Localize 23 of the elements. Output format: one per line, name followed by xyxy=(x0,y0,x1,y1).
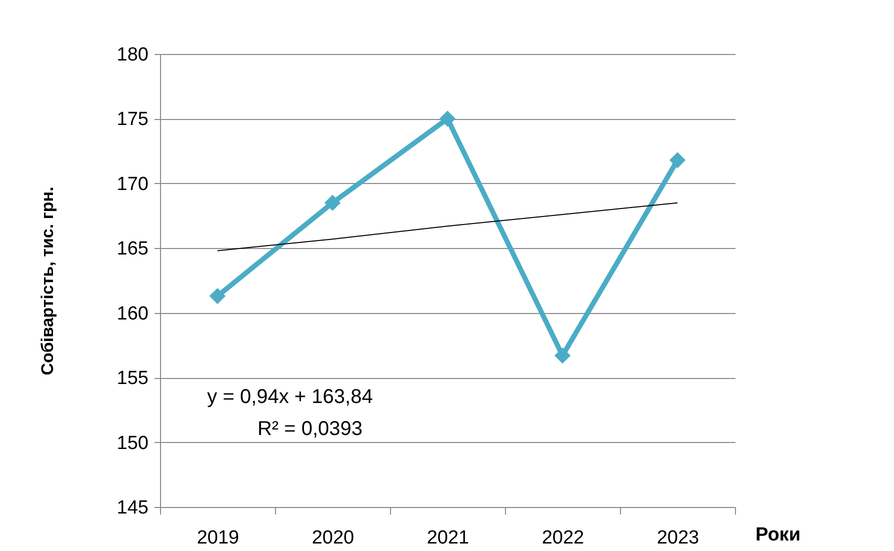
y-tick-label: 155 xyxy=(116,368,148,390)
x-tick-label: 2022 xyxy=(542,528,584,548)
y-tick-label: 175 xyxy=(116,109,148,130)
x-tick-label: 2020 xyxy=(312,528,354,548)
point xyxy=(439,110,456,127)
point xyxy=(209,288,226,304)
y-tick-label: 165 xyxy=(116,238,148,260)
y-tick-label: 145 xyxy=(116,498,148,518)
y-tick-label: 160 xyxy=(116,303,148,324)
y-tick-label: 170 xyxy=(116,174,148,195)
point xyxy=(669,152,686,168)
annotation: y = 0,94x + 163,84 xyxy=(207,386,373,408)
annotation: R² = 0,0393 xyxy=(257,418,363,440)
x-tick-label: 2021 xyxy=(426,528,470,548)
point xyxy=(554,348,571,364)
y-tick-label: 150 xyxy=(116,432,148,454)
line-series xyxy=(217,202,678,252)
x-tick-label: 2019 xyxy=(196,528,240,548)
y-axis-title: Собівартість, тис. грн. xyxy=(38,186,57,376)
x-tick-label: 2023 xyxy=(656,528,700,548)
y-tick-label: 180 xyxy=(116,44,148,66)
point xyxy=(324,194,341,211)
x-axis-title: Роки xyxy=(756,524,800,546)
